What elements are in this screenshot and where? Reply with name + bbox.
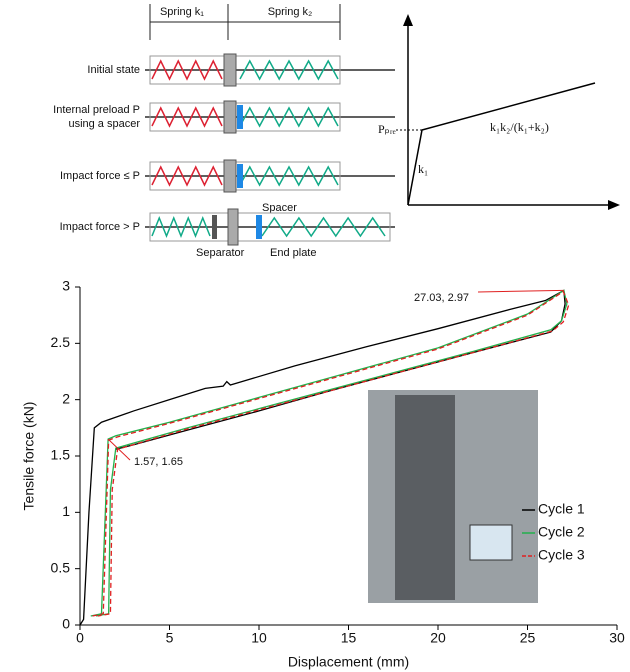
x-tick-label: 25	[520, 630, 536, 646]
spring	[151, 59, 223, 81]
separator	[227, 208, 239, 246]
part-label: Spacer	[262, 202, 297, 214]
arrow	[608, 200, 620, 210]
row-label: using a spacer	[68, 118, 140, 130]
spring-diagram: Spring k₁ Spring k₂ Initial state Intern…	[53, 4, 395, 259]
spring	[261, 216, 386, 238]
x-tick-label: 5	[166, 630, 174, 646]
inset-photo-machine	[395, 395, 455, 600]
row-label: Internal preload P	[53, 104, 140, 116]
inset-photo-monitor	[469, 524, 513, 561]
arrow	[403, 14, 413, 26]
legend-label: Cycle 3	[538, 547, 585, 563]
graph-label: Pₚᵣₑ	[378, 122, 396, 136]
spring	[151, 165, 223, 187]
spring	[239, 106, 339, 128]
y-tick-label: 1	[62, 503, 70, 519]
x-tick-label: 0	[76, 630, 84, 646]
y-tick-label: 1.5	[51, 447, 71, 463]
separator	[223, 53, 237, 87]
spring-label: Spring k₁	[160, 6, 204, 18]
spring	[239, 165, 339, 187]
x-tick-label: 30	[609, 630, 625, 646]
spring	[239, 59, 339, 81]
annotation: 1.57, 1.65	[134, 456, 183, 468]
row-label: Impact force ≤ P	[60, 170, 140, 182]
y-tick-label: 3	[62, 278, 70, 294]
legend-label: Cycle 2	[538, 524, 585, 540]
x-tick-label: 20	[430, 630, 446, 646]
y-tick-label: 0.5	[51, 559, 71, 575]
housing	[149, 55, 341, 85]
x-tick-label: 15	[341, 630, 357, 646]
annotation-leader	[107, 438, 131, 461]
graph-label: k₁	[418, 162, 428, 176]
x-tick-label: 10	[251, 630, 267, 646]
annotation: 27.03, 2.97	[414, 292, 469, 304]
housing	[149, 161, 341, 191]
housing	[149, 212, 391, 242]
bilinear-graph: Pₚᵣₑ k₁ k₁k₂/(k₁+k₂)	[378, 14, 620, 210]
y-axis-label: Tensile force (kN)	[21, 402, 37, 511]
graph-label: k₁k₂/(k₁+k₂)	[490, 120, 549, 134]
separator	[223, 100, 237, 134]
y-tick-label: 2	[62, 390, 70, 406]
spacer	[256, 215, 262, 239]
housing	[149, 102, 341, 132]
end-plate	[212, 215, 217, 239]
row-label: Initial state	[87, 64, 140, 76]
y-tick-label: 0	[62, 616, 70, 632]
spacer	[237, 164, 243, 188]
spacer	[237, 105, 243, 129]
spring	[151, 215, 211, 239]
spring-label: Spring k₂	[268, 6, 313, 18]
separator	[223, 159, 237, 193]
x-axis-label: Displacement (mm)	[288, 654, 409, 670]
spring	[151, 106, 223, 128]
legend-label: Cycle 1	[538, 501, 585, 517]
series-line	[92, 290, 570, 617]
part-label: Separator	[196, 247, 245, 259]
annotation-leader	[477, 289, 564, 293]
row-label: Impact force > P	[60, 221, 140, 233]
part-label: End plate	[270, 247, 316, 259]
y-tick-label: 2.5	[51, 334, 71, 350]
bilinear-line	[407, 82, 596, 206]
series-line	[90, 289, 568, 617]
